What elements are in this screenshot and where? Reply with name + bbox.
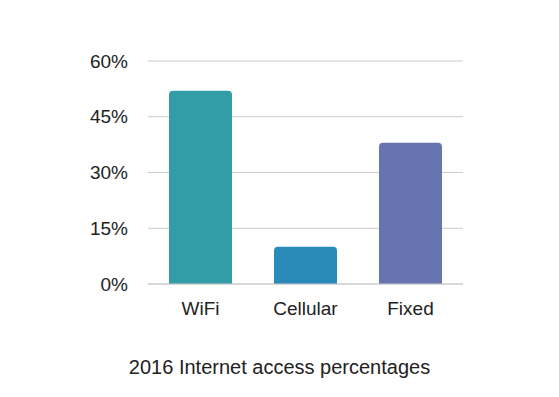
svg-text:0%: 0%	[101, 274, 129, 295]
html-text:2016 Internet access percentag: 2016 Internet access percentages	[128, 356, 431, 378]
svg-text:60%: 60%	[90, 51, 128, 72]
svg-text:45%: 45%	[90, 106, 128, 127]
svg-text:Cellular: Cellular	[273, 298, 338, 319]
svg-text:WiFi: WiFi	[182, 298, 220, 319]
svg-text:15%: 15%	[90, 218, 128, 239]
svg-text:30%: 30%	[90, 162, 128, 183]
svg-text:Fixed: Fixed	[387, 298, 433, 319]
